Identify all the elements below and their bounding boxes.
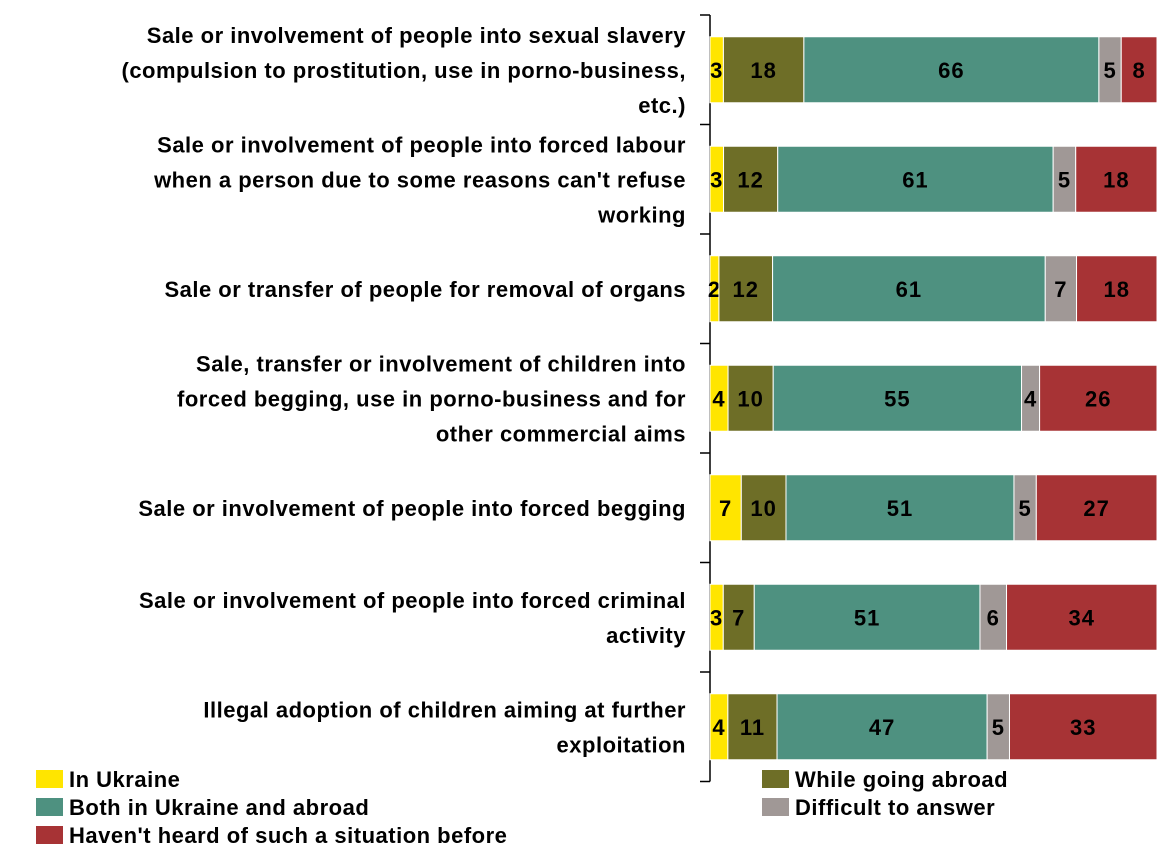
- bar-segment: [1075, 145, 1157, 213]
- bar-value-label: 10: [737, 386, 763, 411]
- category-label: forced begging, use in porno-business an…: [177, 386, 686, 411]
- bars-layer: 3 18 66 5 83 12 61 5 182 12 61 7 184 10 55 4 267 10 51 5 273…: [708, 36, 1157, 761]
- bar-value-label: 51: [854, 605, 880, 630]
- bar-value-label: 18: [1104, 277, 1130, 302]
- bar-segment: [1076, 255, 1157, 323]
- bar-value-label: 4: [1024, 386, 1037, 411]
- bar-segment: [803, 36, 1100, 104]
- category-label: Illegal adoption of children aiming at f…: [203, 697, 686, 722]
- category-label: Sale or involvement of people into force…: [139, 588, 686, 613]
- category-label: exploitation: [557, 732, 686, 757]
- legend-label: Both in Ukraine and abroad: [69, 795, 369, 820]
- bar-value-label: 18: [750, 58, 776, 83]
- bar-value-label: 12: [733, 277, 759, 302]
- bar-value-label: 61: [896, 277, 922, 302]
- bar-segment: [772, 364, 1023, 432]
- bar-value-label: 66: [938, 58, 964, 83]
- legend: In Ukraine While going abroad Both in Ukra…: [36, 767, 1008, 848]
- category-label: (compulsion to prostitution, use in porn…: [122, 58, 687, 83]
- bar-segment: [723, 145, 779, 213]
- bar-segment: [1006, 583, 1157, 651]
- bar-segment: [753, 583, 981, 651]
- bar-value-label: 55: [884, 386, 910, 411]
- bar-value-label: 51: [887, 496, 913, 521]
- bar-segment: [722, 583, 755, 651]
- category-label: Sale or involvement of people into force…: [138, 496, 686, 521]
- bar-value-label: 5: [1019, 496, 1032, 521]
- bar-segment: [1039, 364, 1157, 432]
- bar-value-label: 3: [710, 605, 723, 630]
- bar-value-label: 3: [710, 58, 723, 83]
- bar-value-label: 7: [732, 605, 745, 630]
- bar-value-label: 11: [740, 715, 765, 740]
- category-label: Sale or involvement of people into force…: [157, 132, 686, 157]
- legend-swatch: [36, 798, 63, 816]
- bar-segment: [1044, 255, 1078, 323]
- bar-value-label: 10: [750, 496, 776, 521]
- category-labels: Sale or involvement of people into sexua…: [122, 23, 687, 758]
- category-axis: [700, 14, 711, 783]
- bar-value-label: 27: [1083, 496, 1109, 521]
- bar-value-label: 3: [710, 167, 723, 192]
- legend-swatch: [762, 798, 789, 816]
- bar-value-label: 61: [902, 167, 928, 192]
- bar-value-label: 34: [1069, 605, 1095, 630]
- bar-value-label: 7: [719, 496, 732, 521]
- bar-value-label: 18: [1103, 167, 1129, 192]
- category-label: working: [597, 202, 686, 227]
- bar-segment: [979, 583, 1008, 651]
- bar-value-label: 26: [1085, 386, 1111, 411]
- bar-segment: [772, 255, 1046, 323]
- category-label: when a person due to some reasons can't …: [153, 167, 686, 192]
- legend-label: In Ukraine: [69, 767, 180, 792]
- bar-segment: [776, 693, 988, 761]
- category-label: Sale or involvement of people into sexua…: [147, 23, 686, 48]
- bar-segment: [722, 36, 805, 104]
- bar-value-label: 5: [1103, 58, 1116, 83]
- bar-value-label: 8: [1132, 58, 1145, 83]
- bar-value-label: 6: [987, 605, 1000, 630]
- bar-value-label: 4: [712, 386, 725, 411]
- category-label: activity: [606, 623, 686, 648]
- category-label: Sale or transfer of people for removal o…: [164, 277, 686, 302]
- bar-segment: [727, 693, 778, 761]
- bar-value-label: 7: [1054, 277, 1067, 302]
- bar-segment: [1008, 693, 1157, 761]
- bar-segment: [727, 364, 774, 432]
- bar-value-label: 4: [712, 715, 725, 740]
- bar-value-label: 5: [1058, 167, 1071, 192]
- bar-segment: [718, 255, 774, 323]
- bar-segment: [785, 474, 1015, 542]
- bar-value-label: 33: [1070, 715, 1096, 740]
- bar-segment: [1035, 474, 1157, 542]
- bar-value-label: 2: [708, 277, 721, 302]
- legend-swatch: [36, 826, 63, 844]
- legend-label: Difficult to answer: [795, 795, 995, 820]
- legend-label: Haven't heard of such a situation before: [69, 823, 507, 848]
- bar-value-label: 12: [737, 167, 763, 192]
- bar-segment: [709, 474, 742, 542]
- legend-swatch: [36, 770, 63, 788]
- bar-value-label: 47: [869, 715, 895, 740]
- bar-segment: [1120, 36, 1157, 104]
- category-label: Sale, transfer or involvement of childre…: [196, 351, 686, 376]
- category-label: other commercial aims: [436, 421, 686, 446]
- bar-value-label: 5: [992, 715, 1005, 740]
- category-label: etc.): [638, 93, 686, 118]
- legend-swatch: [762, 770, 789, 788]
- legend-label: While going abroad: [795, 767, 1008, 792]
